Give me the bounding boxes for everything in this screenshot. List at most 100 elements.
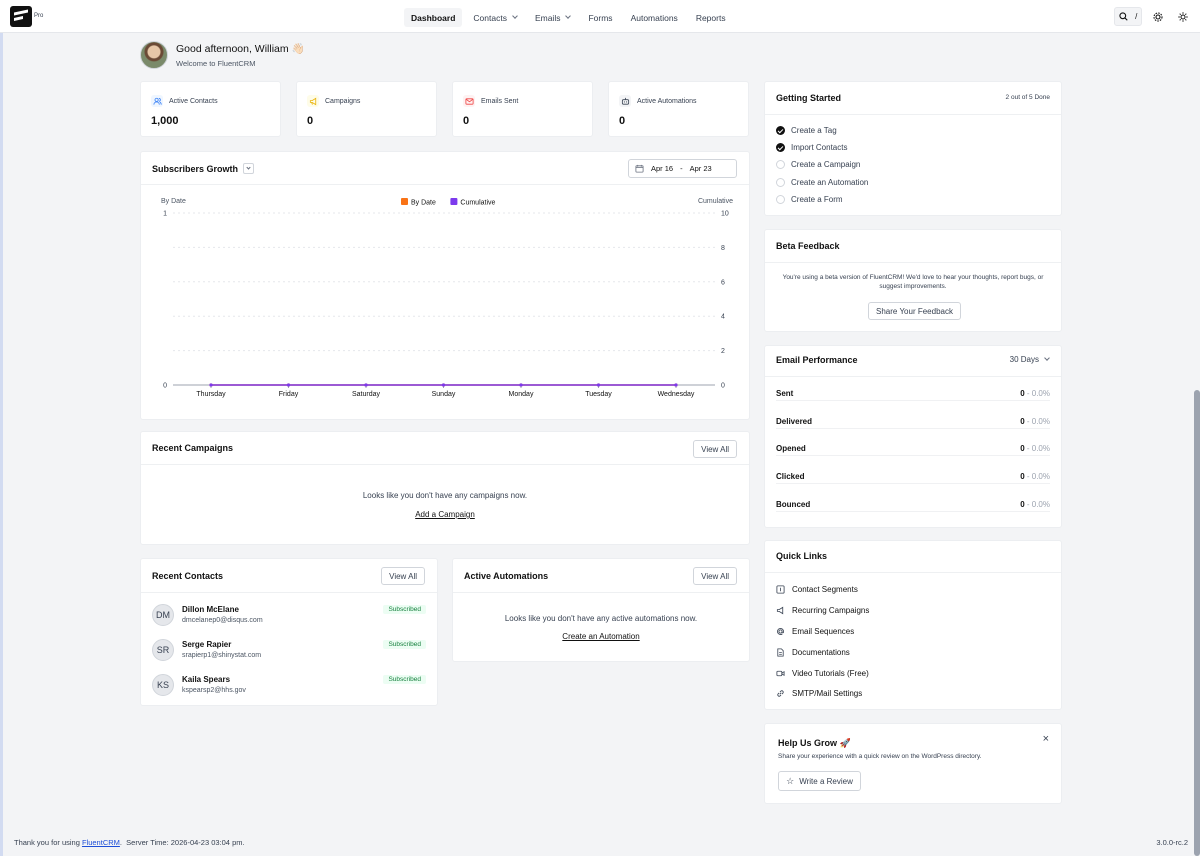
stat-emails-sent[interactable]: Emails Sent 0	[452, 81, 593, 137]
quick-link-smtp-settings[interactable]: SMTP/Mail Settings	[776, 689, 862, 698]
page-scrollbar[interactable]	[1194, 390, 1200, 856]
performance-row-delivered: Delivered 0 - 0.0%	[776, 415, 1050, 429]
task-create-automation[interactable]: Create an Automation	[776, 178, 868, 187]
task-create-campaign[interactable]: Create a Campaign	[776, 160, 860, 169]
beta-text: You're using a beta version of FluentCRM…	[782, 274, 1044, 290]
contact-row[interactable]: KS Kaila Spears kspearsp2@hhs.gov Subscr…	[152, 674, 426, 700]
add-campaign-link[interactable]: Add a Campaign	[415, 510, 475, 519]
empty-circle-icon	[776, 160, 785, 169]
write-review-button[interactable]: ☆ Write a Review	[778, 771, 861, 791]
task-create-tag[interactable]: Create a Tag	[776, 126, 837, 135]
divider	[765, 114, 1061, 115]
campaigns-view-all-button[interactable]: View All	[693, 440, 737, 458]
growth-type-dropdown[interactable]	[243, 163, 255, 174]
search-icon	[1119, 12, 1128, 21]
quick-link-documentations[interactable]: Documentations	[776, 648, 850, 657]
quick-links-card: Quick Links Contact Segments Recurring C…	[764, 540, 1062, 710]
status-badge: Subscribed	[383, 605, 426, 614]
right-tick-label: 10	[721, 211, 729, 218]
grow-text: Share your experience with a quick revie…	[778, 753, 982, 760]
x-tick-label: Friday	[279, 391, 299, 398]
task-import-contacts[interactable]: Import Contacts	[776, 143, 847, 152]
video-icon	[776, 669, 785, 678]
right-axis-title: Cumulative	[698, 198, 733, 205]
recent-campaigns-card: Recent Campaigns View All Looks like you…	[140, 431, 750, 545]
left-tick-label: 1	[163, 211, 167, 218]
grow-title: Help Us Grow 🚀	[778, 738, 851, 748]
quick-link-recurring-campaigns[interactable]: Recurring Campaigns	[776, 606, 869, 615]
topbar-tools: /	[1114, 7, 1192, 26]
stat-active-contacts[interactable]: Active Contacts 1,000	[140, 81, 281, 137]
gear-icon	[1152, 11, 1163, 22]
subscribers-growth-card: Subscribers Growth Apr 16 - Apr 23 By Da…	[140, 151, 750, 420]
automations-title: Active Automations	[464, 571, 549, 581]
campaigns-empty-text: Looks like you don't have any campaigns …	[362, 491, 528, 500]
x-tick-label: Saturday	[352, 391, 381, 398]
divider	[765, 572, 1061, 573]
performance-range-dropdown[interactable]: 30 Days	[1010, 355, 1050, 364]
nav-emails[interactable]: Emails	[528, 8, 578, 27]
getting-started-progress: 2 out of 5 Done	[1005, 94, 1050, 101]
contact-email: kspearsp2@hhs.gov	[182, 687, 246, 694]
megaphone-icon	[776, 606, 785, 615]
x-tick-label: Sunday	[432, 391, 456, 398]
fluentcrm-link[interactable]: FluentCRM	[81, 838, 120, 847]
right-tick-label: 2	[721, 348, 725, 355]
quick-link-email-sequences[interactable]: Email Sequences	[776, 627, 854, 636]
share-feedback-button[interactable]: Share Your Feedback	[868, 302, 961, 320]
theme-toggle-button[interactable]	[1173, 7, 1192, 26]
performance-row-clicked: Clicked 0 - 0.0%	[776, 470, 1050, 484]
stat-campaigns[interactable]: Campaigns 0	[296, 81, 437, 137]
greeting: Good afternoon, William 👋🏻 Welcome to Fl…	[140, 41, 305, 69]
nav-dashboard[interactable]: Dashboard	[404, 8, 463, 27]
date-range-picker[interactable]: Apr 16 - Apr 23	[628, 159, 737, 178]
close-button[interactable]: ×	[1043, 733, 1049, 745]
date-separator: -	[680, 164, 683, 173]
quick-link-video-tutorials[interactable]: Video Tutorials (Free)	[776, 669, 869, 678]
email-performance-card: Email Performance 30 Days Sent 0 - 0.0% D…	[764, 345, 1062, 528]
divider	[765, 262, 1061, 263]
automations-empty-text: Looks like you don't have any active aut…	[504, 614, 698, 623]
divider	[765, 376, 1061, 377]
contact-row[interactable]: SR Serge Rapier srapierp1@shinystat.com …	[152, 639, 426, 665]
contact-name: Dillon McElane	[182, 605, 239, 614]
data-point	[209, 383, 213, 387]
divider	[141, 592, 437, 593]
create-automation-link[interactable]: Create an Automation	[562, 632, 640, 641]
getting-started-card: Getting Started 2 out of 5 Done Create a…	[764, 81, 1062, 216]
contacts-view-all-button[interactable]: View All	[381, 567, 425, 585]
search-button[interactable]: /	[1114, 7, 1142, 26]
fluentcrm-logo[interactable]	[10, 6, 32, 27]
robot-icon	[619, 95, 631, 107]
empty-circle-icon	[776, 178, 785, 187]
data-point	[364, 383, 368, 387]
footer: Thank you for using FluentCRM. Server Ti…	[14, 838, 245, 847]
quick-link-contact-segments[interactable]: Contact Segments	[776, 585, 858, 594]
top-navigation-bar: Pro Dashboard Contacts Emails Forms Auto…	[0, 0, 1200, 33]
x-tick-label: Wednesday	[658, 391, 695, 398]
legend-label: Cumulative	[460, 200, 495, 207]
settings-button[interactable]	[1148, 7, 1167, 26]
performance-title: Email Performance	[776, 355, 858, 365]
stat-active-automations[interactable]: Active Automations 0	[608, 81, 749, 137]
nav-automations[interactable]: Automations	[630, 12, 678, 23]
document-icon	[776, 648, 785, 657]
data-point	[441, 383, 446, 387]
date-to: Apr 23	[689, 164, 712, 173]
pro-badge: Pro	[34, 13, 44, 19]
recent-contacts-card: Recent Contacts View All DM Dillon McEla…	[140, 558, 438, 706]
contact-row[interactable]: DM Dillon McElane dmcelanep0@disqus.com …	[152, 604, 426, 630]
beta-title: Beta Feedback	[776, 241, 840, 251]
automations-view-all-button[interactable]: View All	[693, 567, 737, 585]
nav-reports[interactable]: Reports	[695, 12, 726, 23]
nav-forms[interactable]: Forms	[588, 12, 613, 23]
star-icon: ☆	[786, 775, 795, 786]
task-create-form[interactable]: Create a Form	[776, 195, 843, 204]
divider	[453, 592, 749, 593]
link-icon	[776, 689, 785, 698]
quick-links-title: Quick Links	[776, 551, 828, 561]
nav-contacts[interactable]: Contacts	[466, 8, 524, 27]
getting-started-title: Getting Started	[776, 93, 842, 103]
left-tick-label: 0	[163, 383, 167, 390]
user-avatar[interactable]	[140, 41, 168, 69]
